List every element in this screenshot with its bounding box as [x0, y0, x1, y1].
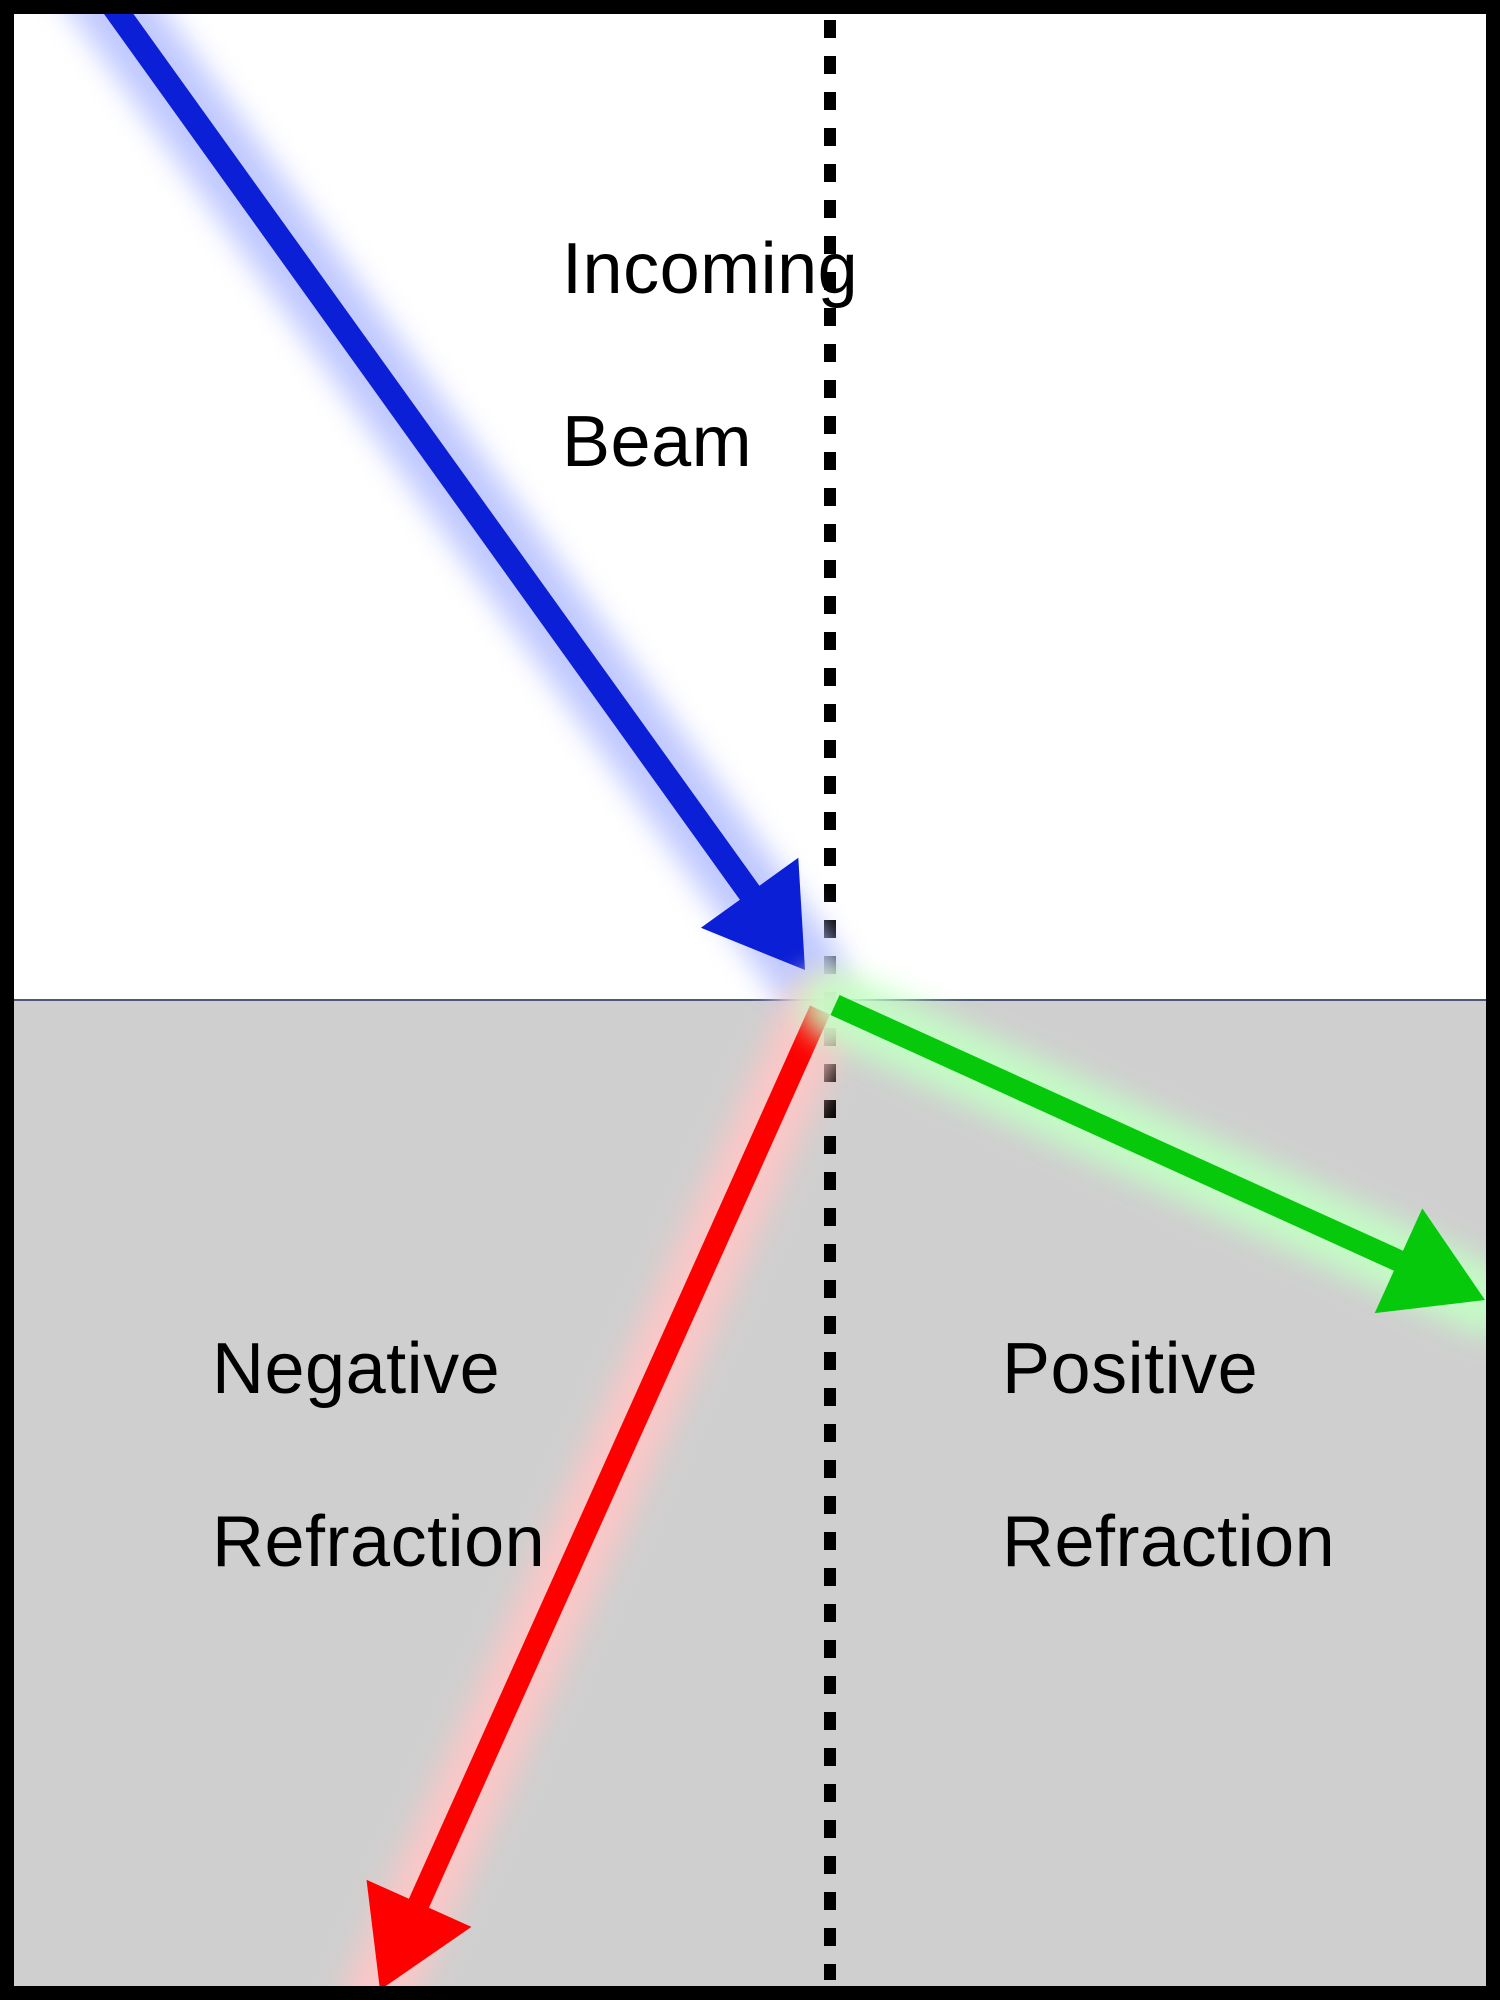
negative-refraction-label: Negative Refraction	[130, 1240, 545, 1672]
negative-refraction-label-l2: Refraction	[212, 1502, 545, 1582]
incoming-beam-label-l1: Incoming	[562, 229, 858, 309]
incoming-beam-label-l2: Beam	[562, 402, 752, 482]
positive-refraction-label-l1: Positive	[1002, 1329, 1258, 1409]
negative-refraction-label-l1: Negative	[212, 1329, 500, 1409]
positive-refraction-label-l2: Refraction	[1002, 1502, 1335, 1582]
positive-refraction-label: Positive Refraction	[920, 1240, 1335, 1672]
incoming-beam-label: Incoming Beam	[480, 140, 858, 572]
refraction-diagram: Incoming Beam Negative Refraction Positi…	[0, 0, 1500, 2000]
